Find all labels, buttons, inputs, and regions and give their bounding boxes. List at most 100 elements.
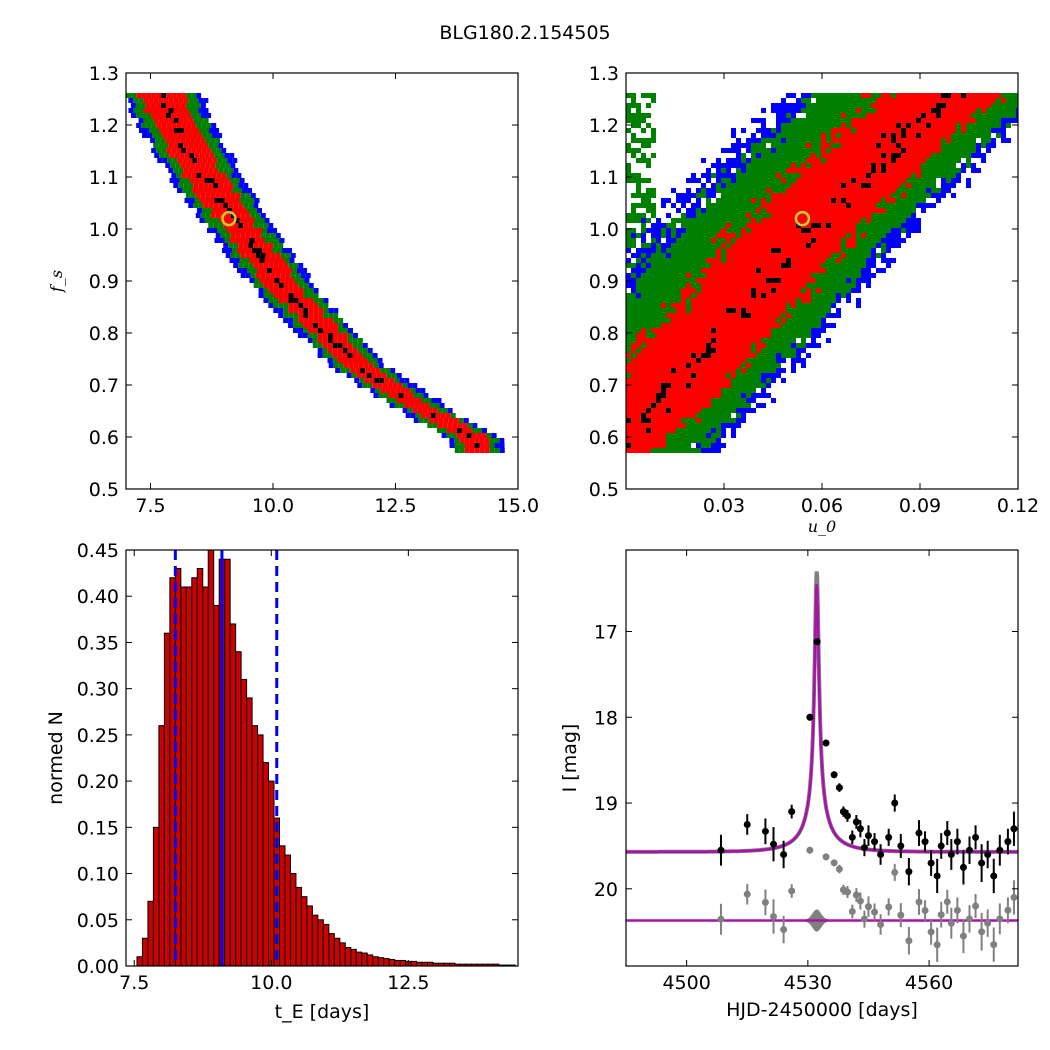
density-cell [464,448,470,453]
histogram-bar [399,959,407,966]
density-cell [766,293,771,298]
density-cell [766,278,771,283]
density-cell [696,333,701,338]
density-cell [746,363,751,368]
density-cell [836,293,841,298]
density-cell [931,98,936,103]
density-cell [696,248,701,253]
density-cell [881,128,886,133]
density-cell [796,173,801,178]
density-cell [298,263,304,268]
density-cell [203,98,209,103]
density-cell [846,103,851,108]
density-cell [706,338,711,343]
density-cell [646,123,651,128]
data-point [871,838,879,846]
density-cell [671,423,676,428]
density-cell [307,338,313,343]
density-cell [686,308,691,313]
density-cell [636,378,641,383]
density-cell [185,193,191,198]
density-cell [681,253,686,258]
density-cell [312,333,318,338]
data-point [761,827,769,835]
density-cell [901,173,906,178]
density-cell [756,213,761,218]
density-cell [886,108,891,113]
density-cell [996,103,1001,108]
density-cell [821,323,826,328]
density-cell [323,303,329,308]
density-cell [781,293,786,298]
density-cell [641,243,646,248]
density-cell [681,388,686,393]
density-cell [826,173,831,178]
density-cell [626,143,631,148]
density-cell [851,158,856,163]
density-cell [293,303,299,308]
density-cell [741,368,746,373]
density-cell [741,298,746,303]
density-cell [996,113,1001,118]
density-cell [881,213,886,218]
density-cell [494,448,500,453]
density-cell [826,158,831,163]
density-cell [711,238,716,243]
density-cell [293,313,299,318]
density-cell [427,408,433,413]
density-cell [896,233,901,238]
y-tick-label: 0.40 [77,586,119,608]
density-cell [646,278,651,283]
density-cell [831,163,836,168]
density-cell [196,148,202,153]
density-cell [706,203,711,208]
density-cell [641,358,646,363]
density-cell [891,108,896,113]
density-cell [746,183,751,188]
density-cell [851,223,856,228]
density-cell [846,213,851,218]
density-cell [936,138,941,143]
density-cell [631,283,636,288]
density-cell [856,138,861,143]
density-cell [224,238,230,243]
density-cell [956,138,961,143]
density-cell [796,138,801,143]
density-cell [831,233,836,238]
density-cell [726,178,731,183]
density-cell [766,213,771,218]
density-cell [626,113,631,118]
density-cell [243,243,249,248]
density-cell [921,178,926,183]
density-cell [681,273,686,278]
density-cell [796,318,801,323]
density-cell [651,333,656,338]
density-cell [871,118,876,123]
density-cell [651,128,656,133]
density-cell [781,333,786,338]
density-cell [851,173,856,178]
density-cell [631,368,636,373]
density-cell [801,163,806,168]
density-cell [676,353,681,358]
data-point [717,846,725,854]
density-cell [244,198,250,203]
density-cell [210,193,216,198]
density-cell [851,193,856,198]
density-cell [262,228,268,233]
density-cell [204,198,210,203]
density-cell [333,323,339,328]
density-cell [166,148,172,153]
density-cell [946,148,951,153]
density-cell [636,413,641,418]
density-cell [771,348,776,353]
density-cell [976,108,981,113]
density-cell [746,288,751,293]
density-cell [906,163,911,168]
density-cell [841,98,846,103]
density-cell [791,158,796,163]
density-cell [289,278,295,283]
data-point [743,820,751,828]
density-cell [766,283,771,288]
density-cell [811,328,816,333]
